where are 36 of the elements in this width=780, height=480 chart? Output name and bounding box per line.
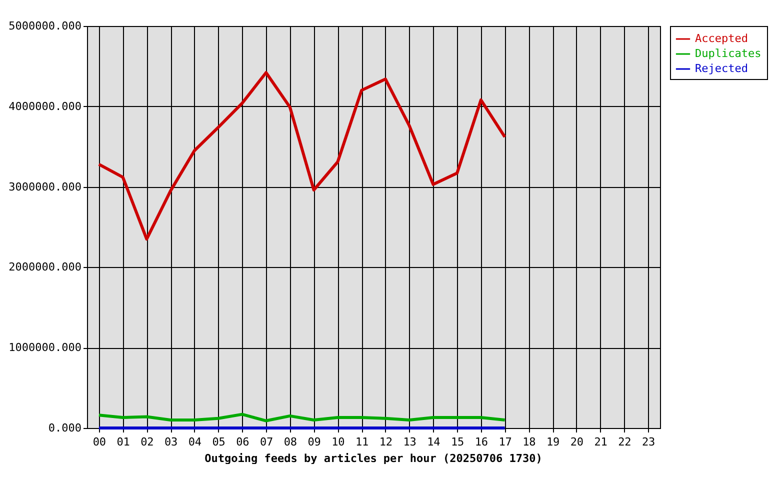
x-tick-label: 13 xyxy=(403,436,416,448)
y-tick-label: 3000000.000 xyxy=(8,180,82,194)
x-tick-label: 10 xyxy=(332,436,345,448)
x-tick-label: 05 xyxy=(212,436,226,448)
x-tick-label: 23 xyxy=(642,436,656,448)
legend-label: Rejected xyxy=(695,62,748,75)
y-tick-label: 2000000.000 xyxy=(8,260,82,274)
x-tick-label: 14 xyxy=(427,436,441,448)
x-tick-label: 22 xyxy=(618,436,632,448)
x-tick-label: 04 xyxy=(188,436,202,448)
x-tick-label: 20 xyxy=(570,436,584,448)
x-tick-label: 15 xyxy=(450,436,464,448)
x-tick-label: 00 xyxy=(92,436,106,448)
x-tick-label: 02 xyxy=(140,436,154,448)
x-tick-label: 07 xyxy=(260,436,274,448)
x-tick-label: 03 xyxy=(164,436,178,448)
x-tick-label: 16 xyxy=(474,436,488,448)
x-tick-label: 09 xyxy=(308,436,321,448)
x-tick-label: 06 xyxy=(236,436,250,448)
x-tick-label: 19 xyxy=(546,436,560,448)
line-series xyxy=(97,412,506,422)
x-tick-label: 12 xyxy=(379,436,393,448)
x-axis-title: Outgoing feeds by articles per hour (20250706 1730) xyxy=(204,452,542,465)
x-tick-label: 11 xyxy=(355,436,369,448)
x-tick-label: 17 xyxy=(498,436,512,448)
legend-label: Duplicates xyxy=(695,47,762,60)
line-series xyxy=(97,71,506,241)
x-tick-label: 18 xyxy=(522,436,536,448)
y-tick-label: 4000000.000 xyxy=(8,100,82,113)
x-tick-label: 21 xyxy=(594,436,608,448)
x-tick-label: 08 xyxy=(284,436,298,448)
y-tick-label: 0.000 xyxy=(48,422,82,434)
legend-label: Accepted xyxy=(695,32,748,45)
x-tick-label: 01 xyxy=(116,436,130,448)
y-tick-label: 1000000.000 xyxy=(8,341,82,354)
y-tick-label: 5000000.000 xyxy=(8,20,82,32)
